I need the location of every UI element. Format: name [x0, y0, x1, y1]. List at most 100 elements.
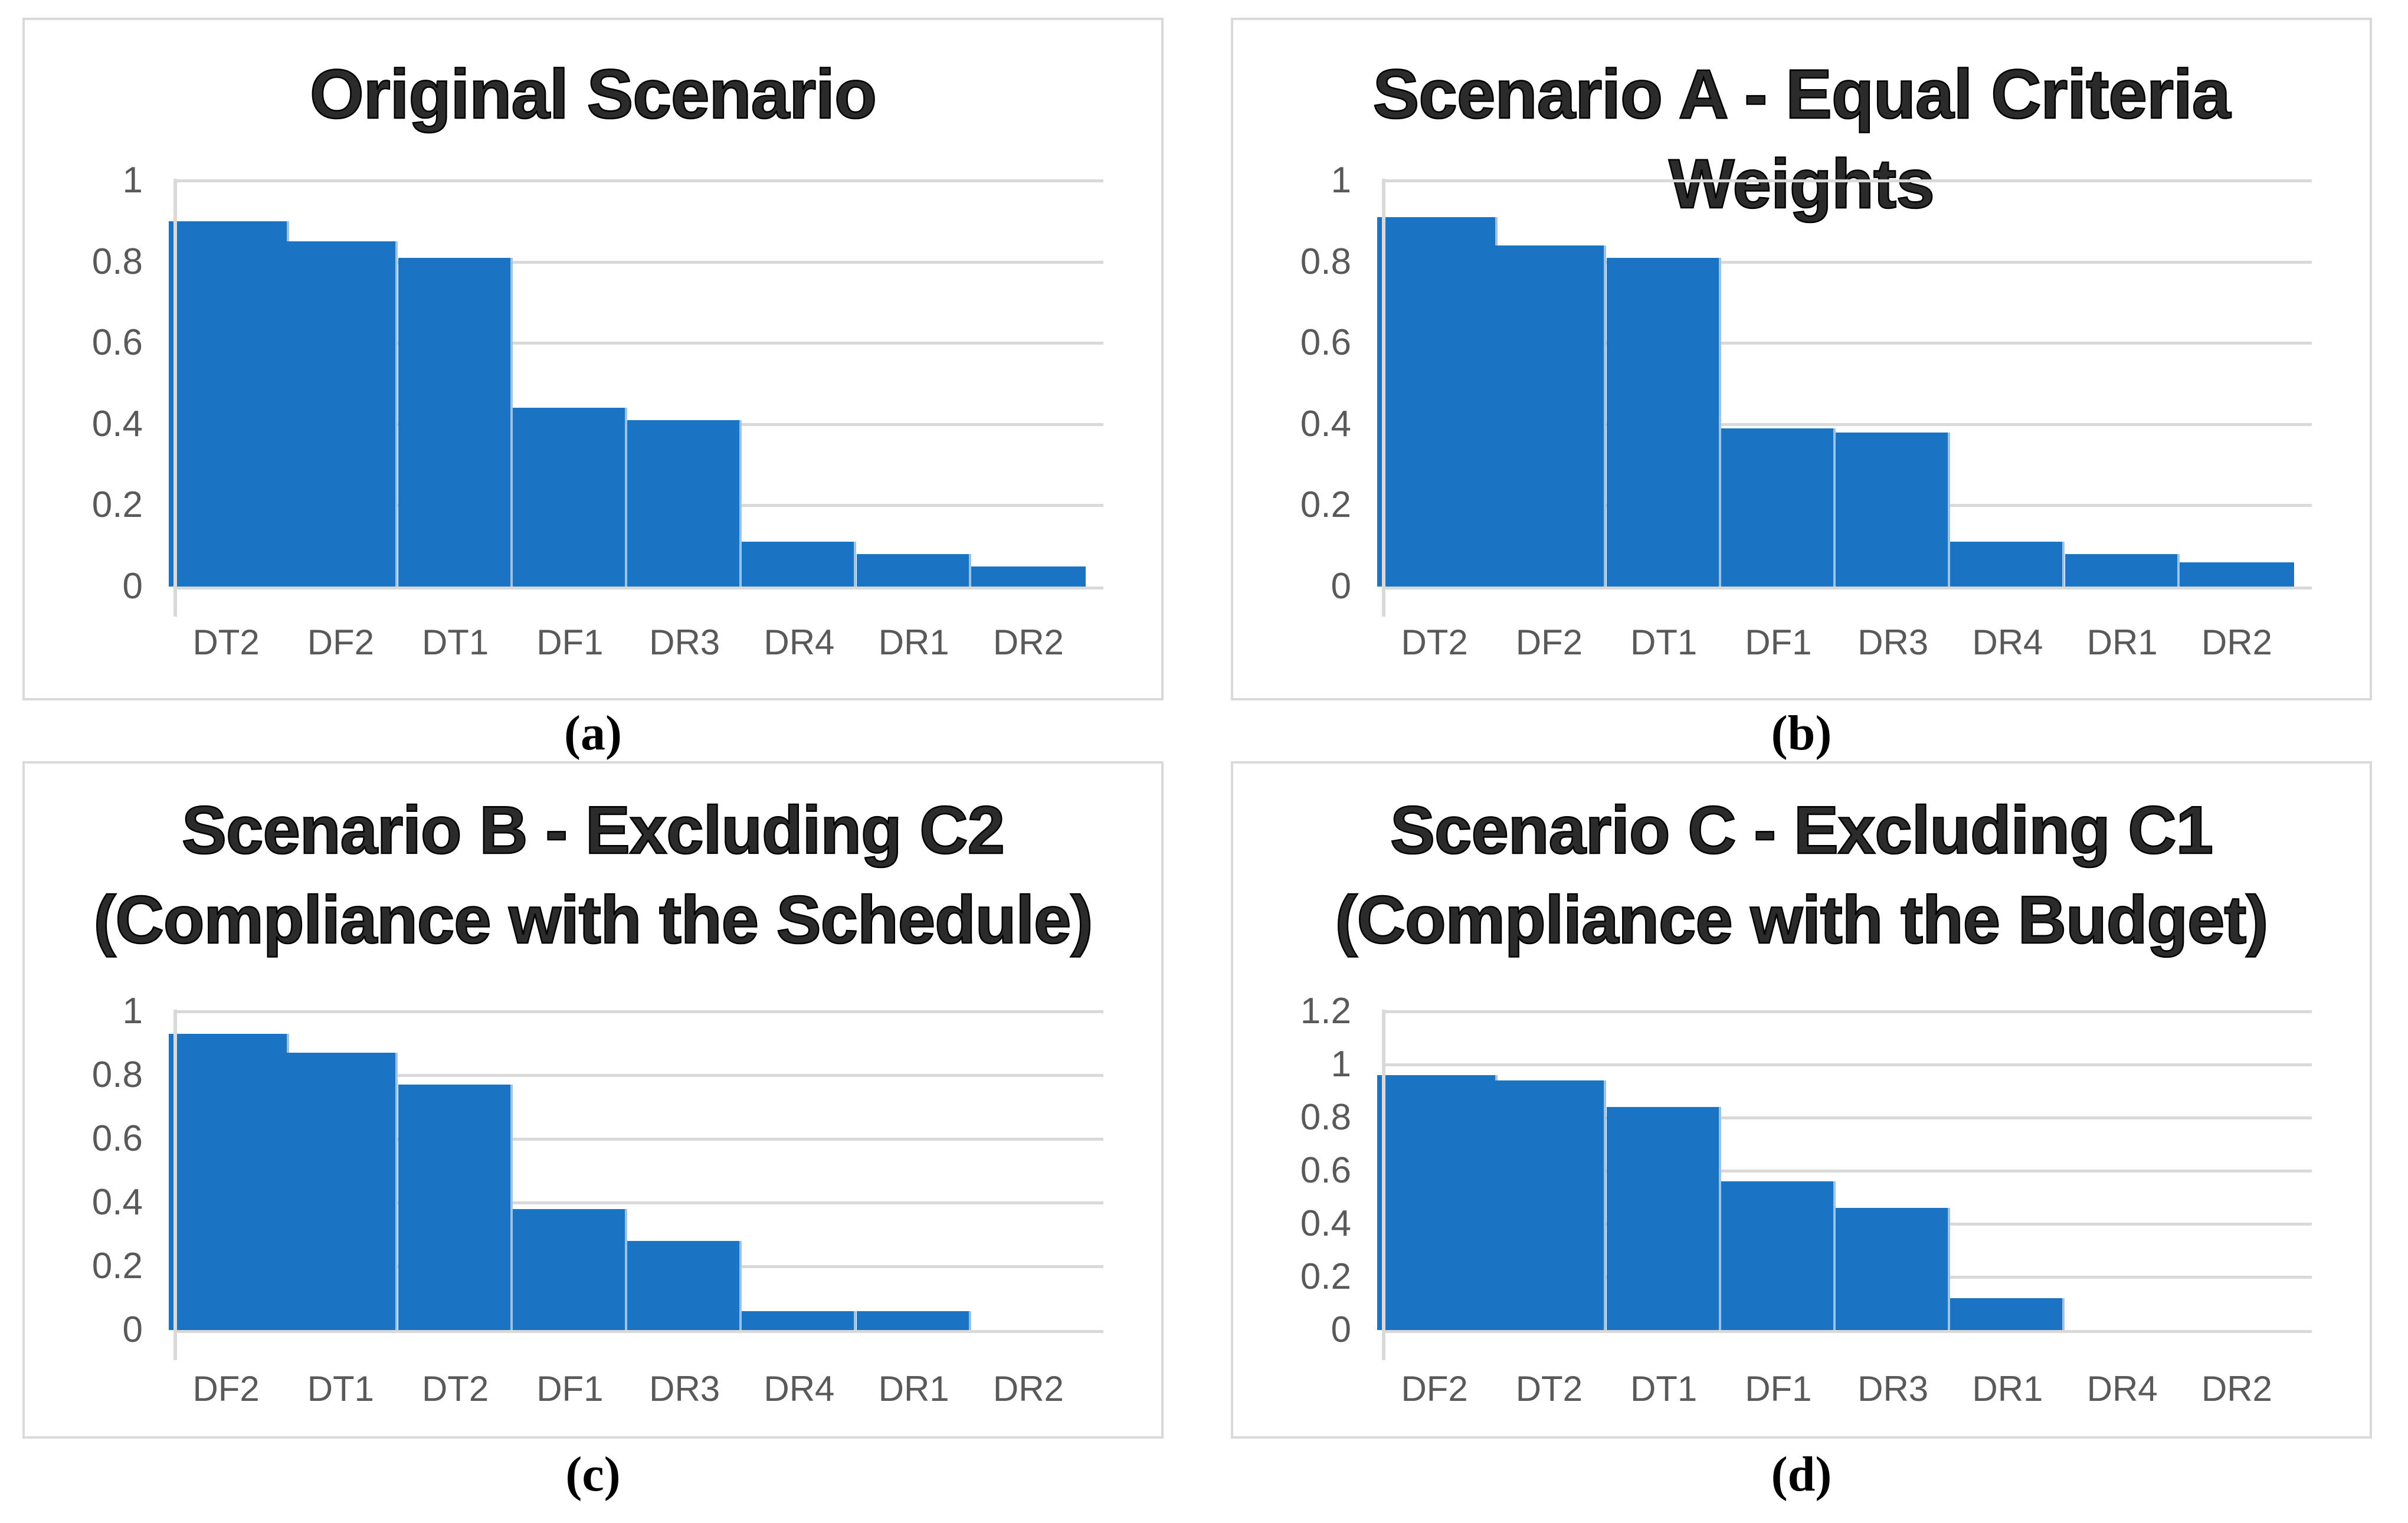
chart-panel-b: Scenario A - Equal Criteria Weights DT2 D…: [1231, 18, 2372, 700]
bar-dr4: [742, 542, 856, 587]
x-axis-baseline: [175, 587, 1103, 589]
plot-area-b: [1377, 179, 2312, 617]
chart-title-line: Scenario C - Excluding C1: [1390, 792, 2214, 869]
x-axis-labels-b: DT2 DF2 DT1 DF1 DR3 DR4 DR1 DR2: [1377, 622, 2294, 663]
gridline: [1383, 1010, 2312, 1013]
bar-df2: [169, 1034, 289, 1330]
gridline: [1383, 179, 2312, 182]
bar-dt1: [1607, 1107, 1721, 1330]
y-tick-label: 0.4: [91, 1182, 143, 1223]
chart-panel-d: Scenario C - Excluding C1 (Compliance wit…: [1231, 761, 2372, 1439]
x-tick-label: DR1: [1972, 1369, 2043, 1409]
gridline: [175, 261, 1103, 264]
x-tick-label: DR2: [2201, 623, 2272, 662]
y-tick-label: 0.4: [91, 404, 143, 444]
bar-df1: [1721, 428, 1836, 587]
y-tick-label: 0.2: [1300, 1256, 1351, 1297]
x-tick-label: DR3: [649, 1369, 720, 1409]
bar-dr3: [1836, 433, 1950, 587]
x-tick-label: DF2: [192, 1369, 260, 1409]
y-tick-label: 0.8: [91, 1054, 143, 1095]
chart-title-line: Scenario B - Excluding C2: [181, 792, 1006, 869]
x-tick-label: DF1: [1745, 1369, 1812, 1409]
x-tick-label: DF1: [536, 623, 604, 662]
x-tick-label: DT1: [1630, 1369, 1698, 1409]
y-tick-label: 0.8: [1300, 241, 1351, 282]
y-tick-label: 0.4: [1300, 1203, 1351, 1244]
plot-area-a: [169, 179, 1103, 617]
chart-title-b: Scenario A - Equal Criteria Weights: [1233, 50, 2370, 229]
bar-df2: [1492, 245, 1606, 587]
bar-df1: [1721, 1181, 1836, 1330]
gridline: [1383, 342, 2312, 345]
bar-dr4: [742, 1311, 856, 1330]
x-tick-label: DF2: [307, 623, 375, 662]
y-tick-label: 0.6: [1300, 322, 1351, 363]
x-axis-baseline: [1383, 587, 2312, 589]
chart-title-line: (Compliance with the Budget): [1334, 882, 2269, 959]
caption-b: (b): [1771, 706, 1832, 761]
x-tick-label: DR4: [2086, 1369, 2158, 1409]
bar-dr2: [2180, 562, 2294, 587]
gridline: [1383, 1170, 2312, 1172]
gridline: [175, 342, 1103, 345]
x-tick-label: DR2: [2201, 1369, 2272, 1409]
gridline: [175, 1138, 1103, 1141]
x-axis-labels-c: DF2 DT1 DT2 DF1 DR3 DR4 DR1 DR2: [169, 1368, 1086, 1409]
y-tick-label: 0.2: [91, 1246, 143, 1286]
x-axis-labels-d: DF2 DT2 DT1 DF1 DR3 DR1 DR4 DR2: [1377, 1368, 2294, 1409]
chart-title-line: (Compliance with the Schedule): [93, 882, 1093, 959]
y-tick-label: 0.8: [91, 241, 143, 282]
x-tick-label: DT2: [421, 1369, 489, 1409]
y-tick-label: 1: [122, 160, 143, 201]
x-tick-label: DR2: [992, 623, 1064, 662]
bar-dt1: [1607, 258, 1721, 587]
x-tick-label: DT2: [192, 623, 260, 662]
x-axis-labels-a: DT2 DF2 DT1 DF1 DR3 DR4 DR1 DR2: [169, 622, 1086, 663]
x-tick-label: DF1: [536, 1369, 604, 1409]
bar-dr3: [627, 420, 742, 587]
bar-dr1: [2065, 554, 2180, 587]
x-tick-label: DR4: [764, 623, 835, 662]
y-tick-label: 0.2: [1300, 484, 1351, 525]
chart-title-line: Scenario A - Equal Criteria Weights: [1372, 55, 2231, 224]
y-tick-label: 0: [122, 566, 143, 607]
bar-dt1: [398, 258, 513, 587]
y-axis-line: [1382, 1010, 1385, 1360]
x-tick-label: DR3: [1857, 623, 1929, 662]
x-tick-label: DT1: [1630, 623, 1698, 662]
bar-dt1: [283, 1053, 398, 1330]
y-axis-line: [173, 179, 177, 617]
y-axis-line: [173, 1010, 177, 1360]
bar-df1: [513, 408, 627, 587]
x-tick-label: DT2: [1401, 623, 1468, 662]
bar-dr3: [1836, 1208, 1950, 1330]
bar-dr3: [627, 1241, 742, 1330]
plot-area-d: [1377, 1010, 2312, 1360]
bar-dr4: [1950, 542, 2065, 587]
gridline: [175, 179, 1103, 182]
bar-dr2: [971, 566, 1086, 587]
y-tick-label: 0.6: [91, 1118, 143, 1159]
bar-dt2: [398, 1085, 513, 1330]
chart-title-line: Original Scenario: [309, 55, 878, 135]
caption-c: (c): [565, 1447, 621, 1502]
gridline: [175, 1010, 1103, 1013]
gridline: [1383, 1116, 2312, 1119]
x-tick-label: DF1: [1745, 623, 1812, 662]
bar-dt2: [169, 221, 289, 587]
chart-panel-a: Original Scenario DT2 DF2 DT1 DF1 DR3 DR4 DR1 D…: [22, 18, 1164, 700]
x-tick-label: DT1: [307, 1369, 375, 1409]
x-tick-label: DR3: [1857, 1369, 1929, 1409]
x-tick-label: DR4: [1972, 623, 2043, 662]
y-tick-label: 1: [1331, 160, 1351, 201]
x-axis-baseline: [1383, 1330, 2312, 1333]
bar-dt2: [1377, 217, 1498, 587]
chart-title-c: Scenario B - Excluding C2 (Compliance wit…: [25, 786, 1161, 965]
chart-panel-c: Scenario B - Excluding C2 (Compliance wit…: [22, 761, 1164, 1439]
x-tick-label: DF2: [1515, 623, 1583, 662]
gridline: [175, 1201, 1103, 1204]
gridline: [1383, 261, 2312, 264]
x-tick-label: DR4: [764, 1369, 835, 1409]
